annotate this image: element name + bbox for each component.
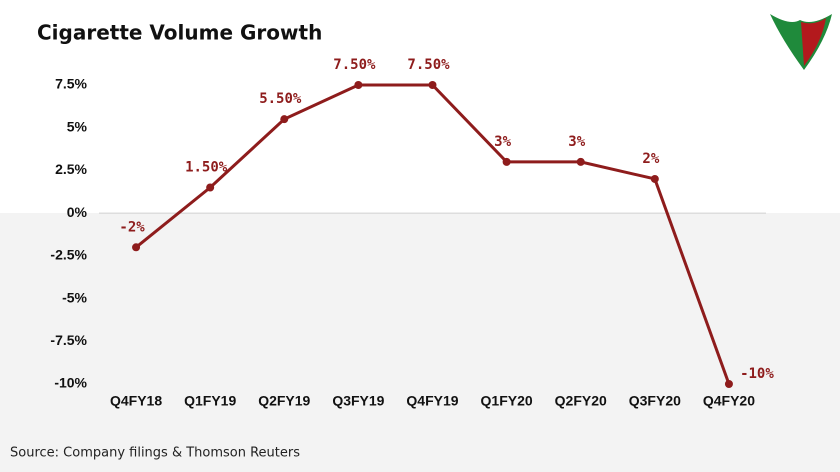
lower-panel [0,213,840,472]
x-tick-label: Q4FY19 [406,393,458,409]
chart-title: Cigarette Volume Growth [37,21,322,45]
y-tick-label: 0% [67,204,88,220]
y-tick-label: 2.5% [55,161,87,177]
point [280,115,289,124]
data-label: 7.50% [333,57,376,73]
data-label: 2% [642,151,659,167]
data-label: 3% [568,134,585,150]
data-label: 1.50% [185,160,228,176]
point [576,157,585,166]
data-label: 3% [494,134,511,150]
data-label: -2% [119,219,145,235]
y-tick-label: 5% [67,118,88,134]
y-tick-label: -7.5% [50,332,87,348]
y-tick-label: 7.5% [55,76,87,92]
point [132,243,141,252]
data-label: 5.50% [259,91,302,107]
x-tick-label: Q2FY19 [258,393,310,409]
x-tick-label: Q1FY19 [184,393,236,409]
y-tick-label: -10% [54,375,87,391]
x-tick-label: Q3FY19 [332,393,384,409]
point [502,157,511,166]
y-tick-label: -5% [62,289,87,305]
point [724,380,733,388]
data-label: 7.50% [407,57,450,73]
x-tick-label: Q4FY20 [703,393,755,409]
point [650,174,659,183]
y-tick-label: -2.5% [50,247,87,263]
point [354,80,363,89]
data-label: -10% [740,366,774,382]
logo [770,14,832,70]
x-tick-label: Q4FY18 [110,393,162,409]
point [428,80,437,89]
source-note: Source: Company filings & Thomson Reuter… [10,446,300,461]
point [206,183,215,192]
x-tick-label: Q2FY20 [555,393,607,409]
x-tick-label: Q3FY20 [629,393,681,409]
x-tick-label: Q1FY20 [481,393,533,409]
